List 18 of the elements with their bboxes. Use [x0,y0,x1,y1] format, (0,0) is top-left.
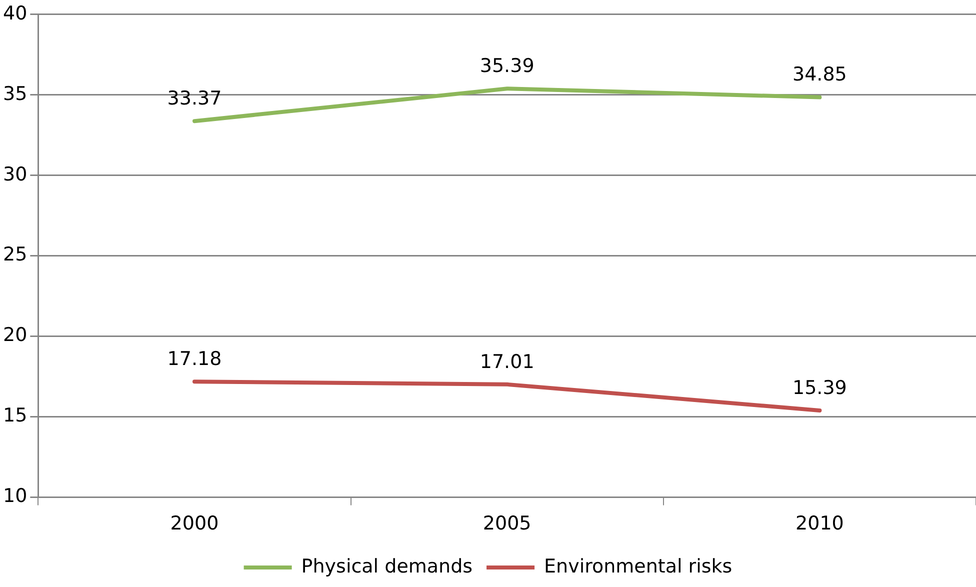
y-tick-label: 15 [2,404,28,427]
y-tick-label: 30 [2,163,28,186]
y-tick-label: 35 [2,82,28,105]
x-tick-label: 2000 [170,512,219,535]
data-label: 34.85 [792,64,847,86]
legend-label: Physical demands [301,555,473,578]
data-label: 17.18 [167,348,222,370]
x-tick-label: 2005 [482,512,532,535]
y-tick-label: 10 [2,485,28,508]
y-tick-label: 20 [2,324,28,346]
data-label: 17.01 [480,350,534,373]
legend-label: Environmental risks [544,555,732,578]
y-tick-label: 40 [2,2,28,24]
y-tick-label: 25 [2,244,28,266]
x-tick-label: 2010 [796,512,844,535]
data-label: 15.39 [792,376,847,399]
data-label: 35.39 [480,55,534,78]
data-label: 33.37 [167,88,222,110]
